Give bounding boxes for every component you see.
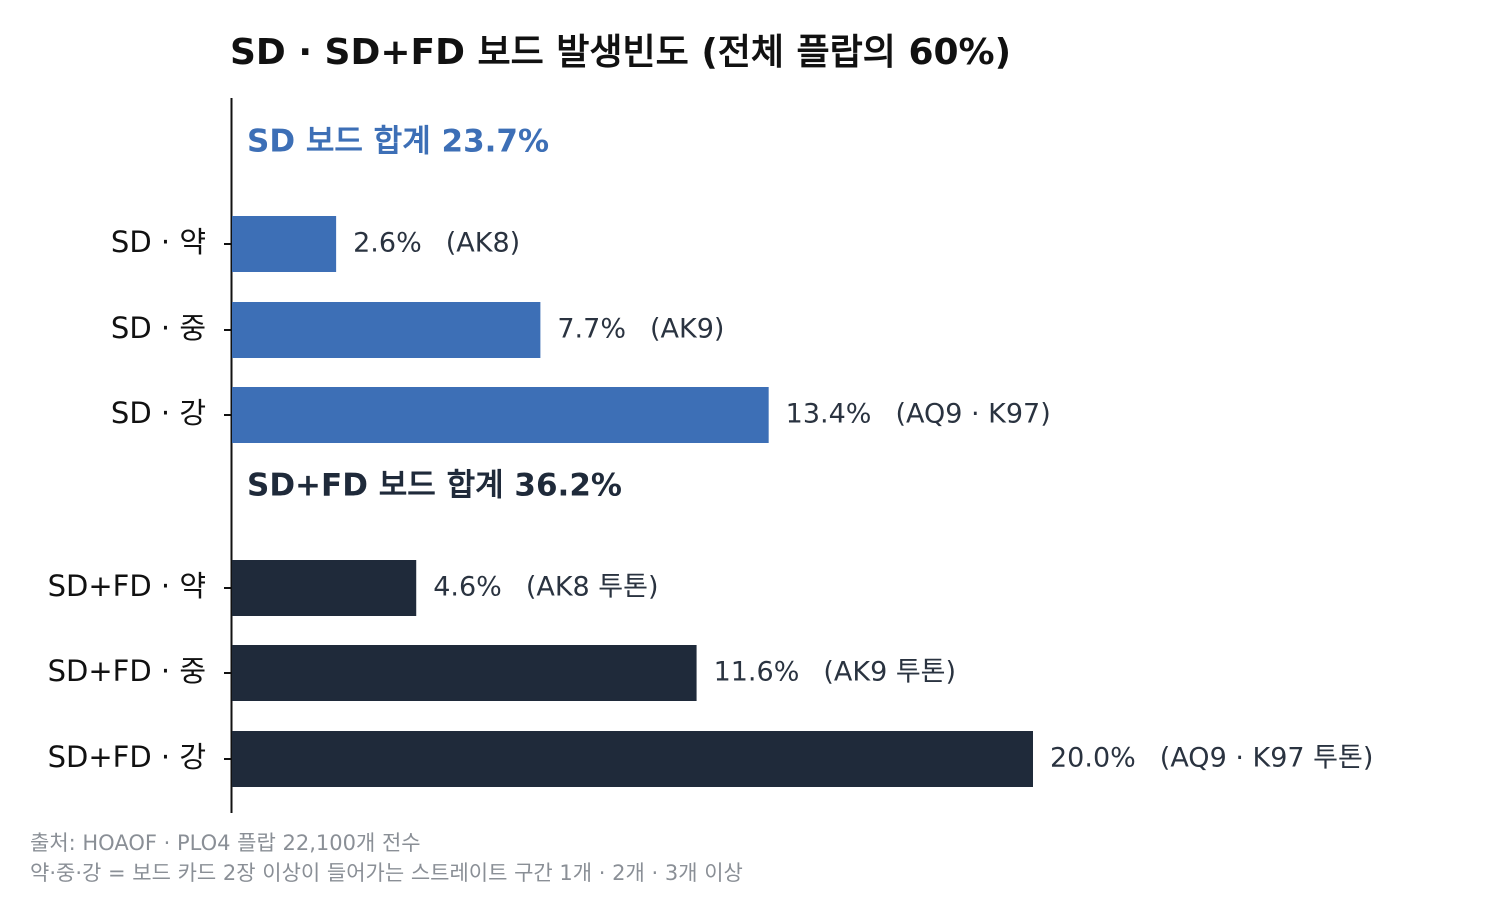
value-label: 20.0% <box>1050 743 1136 774</box>
category-label: SD+FD · 강 <box>48 740 206 774</box>
value-label: 11.6% <box>714 657 800 688</box>
value-label: 4.6% <box>433 572 502 603</box>
bar-2-1 <box>232 560 417 616</box>
category-label: SD · 중 <box>111 311 206 345</box>
bar-note-label: (AK9 투톤) <box>823 657 956 688</box>
chart-title: SD · SD+FD 보드 발생빈도 (전체 플랍의 60%) <box>230 32 1011 73</box>
value-label: 13.4% <box>786 399 872 430</box>
category-label: SD · 약 <box>111 225 206 259</box>
group-label-1: SD 보드 합계 23.7% <box>247 124 549 160</box>
bar-1-3 <box>232 387 769 443</box>
bar-note-label: (AQ9 · K97) <box>895 399 1050 430</box>
category-label: SD+FD · 약 <box>48 569 206 603</box>
bar-2-2 <box>232 645 697 701</box>
bar-note-label: (AK8) <box>446 228 520 259</box>
footnote-source: 출처: HOAOF · PLO4 플랍 22,100개 전수 <box>30 831 421 855</box>
category-label: SD+FD · 중 <box>48 654 206 688</box>
bar-note-label: (AQ9 · K97 투톤) <box>1160 743 1374 774</box>
bar-1-1 <box>232 216 337 272</box>
bar-2-3 <box>232 731 1033 787</box>
bar-note-label: (AK9) <box>650 314 724 345</box>
bar-note-label: (AK8 투톤) <box>526 572 659 603</box>
bar-1-2 <box>232 302 541 358</box>
category-label: SD · 강 <box>111 396 206 430</box>
bars-layer: SD 보드 합계 23.7% SD · 약 2.6% (AK8) SD · 중 7.7% (… <box>48 124 1374 787</box>
group-label-2: SD+FD 보드 합계 36.2% <box>247 468 622 504</box>
footnote-definition: 약·중·강 = 보드 카드 2장 이상이 들어가는 스트레이트 구간 1개 · … <box>30 861 743 885</box>
value-label: 2.6% <box>353 228 422 259</box>
value-label: 7.7% <box>557 314 626 345</box>
